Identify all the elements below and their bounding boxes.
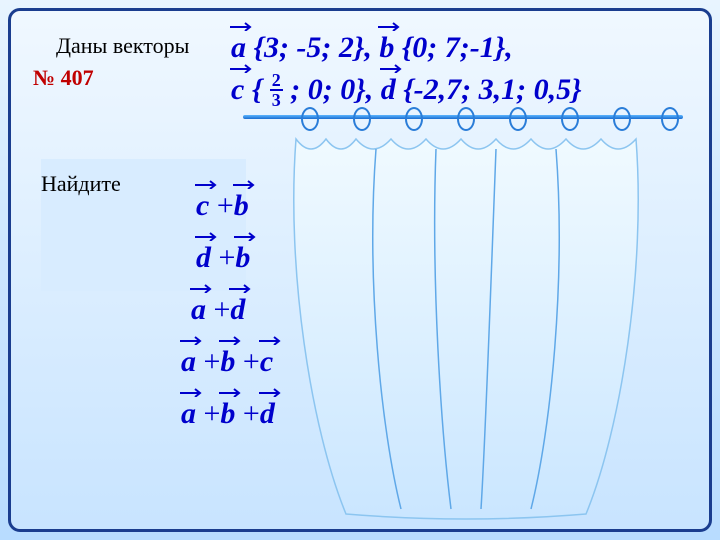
expr-row-4: a +b +d [181,397,275,449]
slide-frame: Даны векторы № 407 a {3; -5; 2}, b {0; 7… [8,8,712,532]
problem-number: № 407 [33,65,94,91]
vec-a-letter: a [231,31,246,65]
vec-d-coords: {-2,7; 3,1; 0,5} [396,73,582,106]
vec-b-letter: b [379,31,394,65]
arrow-icon [229,281,253,293]
vec-c-open: { [244,73,269,106]
expr-term: b [235,241,250,274]
expr-term: b [220,397,235,430]
expr-term: d [196,241,211,274]
plus-sign: + [196,345,220,378]
frac-numerator: 2 [270,71,283,91]
title-label: Даны векторы [56,33,189,59]
arrow-icon [180,333,204,345]
arrow-icon [230,19,254,31]
curtain-graphic [266,129,676,529]
arrow-icon [190,281,214,293]
plus-sign: + [206,293,230,326]
expr-term: d [260,397,275,430]
curtain-ring [457,107,475,131]
expr-term: a [181,345,196,378]
arrow-icon [233,177,257,189]
vec-d-text: d [381,73,396,106]
arrow-icon [259,333,283,345]
arrow-icon [234,229,258,241]
curtain-ring [613,107,631,131]
plus-sign: + [235,345,259,378]
expr-term: b [220,345,235,378]
arrow-icon [219,385,243,397]
plus-sign: + [209,189,233,222]
arrow-icon [219,333,243,345]
curtain-ring [405,107,423,131]
vec-c-rest: ; 0; 0}, [283,73,381,106]
curtain-ring [301,107,319,131]
vec-d-letter: d [381,73,396,107]
vec-b-coords: {0; 7;-1}, [394,31,512,64]
expr-term: c [196,189,209,222]
arrow-icon [195,229,219,241]
plus-sign: + [235,397,259,430]
plus-sign: + [196,397,220,430]
vec-c-letter: c [231,73,244,107]
arrow-icon [380,61,404,73]
expr-term: c [260,345,273,378]
vec-a-coords: {3; -5; 2}, [246,31,379,64]
fraction-23: 23 [270,71,283,109]
arrow-icon [180,385,204,397]
curtain-ring [353,107,371,131]
expr-term: a [181,397,196,430]
arrow-icon [230,61,254,73]
vector-def-line1: a {3; -5; 2}, b {0; 7;-1}, [231,31,513,65]
frac-denominator: 3 [270,91,283,109]
vec-b-text: b [379,31,394,64]
arrow-icon [378,19,402,31]
expr-term: a [191,293,206,326]
curtain-ring [561,107,579,131]
find-label: Найдите [41,171,121,197]
expressions-column: c +b d +b a +d a +b +c a +b +d [171,189,265,449]
expr-term: d [230,293,245,326]
arrow-icon [195,177,219,189]
vec-a-text: a [231,31,246,64]
plus-sign: + [211,241,235,274]
expr-term: b [234,189,249,222]
curtain-ring [509,107,527,131]
vec-c-text: c [231,73,244,106]
arrow-icon [259,385,283,397]
vector-def-line2: c { 23 ; 0; 0}, d {-2,7; 3,1; 0,5} [231,73,582,111]
curtain-ring [661,107,679,131]
